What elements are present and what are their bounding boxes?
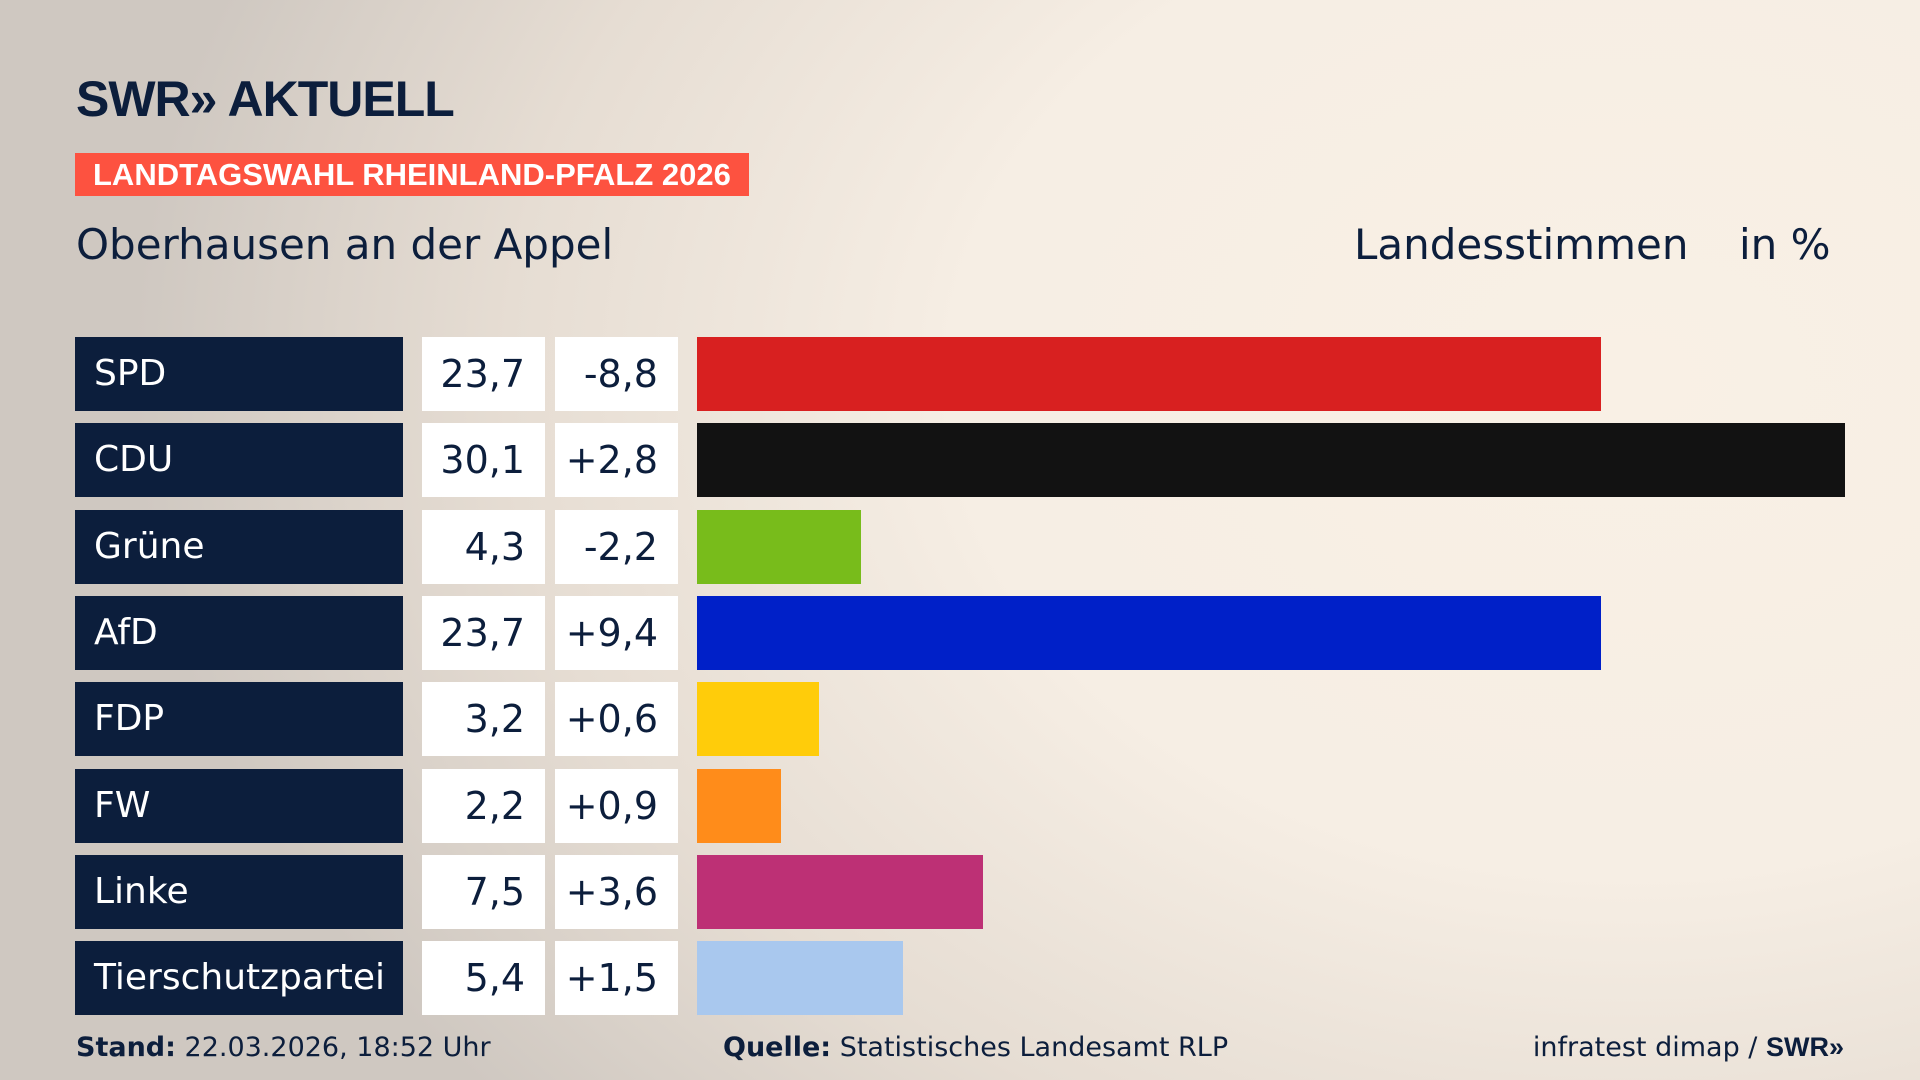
credit-text: infratest dimap / [1532, 1032, 1766, 1063]
chart-row: CDU 30,1 +2,8 [0, 423, 1920, 498]
chart-row: SPD 23,7 -8,8 [0, 337, 1920, 411]
diff-label: -2,2 [555, 509, 678, 584]
bar-tierschutzpartei [697, 941, 903, 1016]
bar-afd [697, 595, 1601, 670]
bar-spd [697, 337, 1601, 411]
party-label: Linke [75, 854, 403, 929]
chart-row: FDP 3,2 +0,6 [0, 682, 1920, 757]
unit-label: in % [1739, 220, 1831, 269]
place-title: Oberhausen an der Appel [76, 220, 614, 269]
value-label: 2,2 [422, 768, 545, 843]
timestamp: Stand: 22.03.2026, 18:52 Uhr [76, 1032, 491, 1063]
source-label: Quelle: [723, 1032, 832, 1063]
diff-label: +3,6 [555, 854, 678, 929]
chart-row: Grüne 4,3 -2,2 [0, 509, 1920, 584]
diff-label: +1,5 [555, 941, 678, 1016]
party-label: Tierschutzpartei [75, 941, 403, 1016]
source: Quelle: Statistisches Landesamt RLP [723, 1032, 1228, 1063]
measure-label: Landesstimmen [1354, 220, 1689, 269]
diff-label: -8,8 [555, 337, 678, 411]
party-label: SPD [75, 337, 403, 411]
value-label: 23,7 [422, 337, 545, 411]
bar-cdu [697, 423, 1845, 498]
bar-fw [697, 768, 781, 843]
chart-row: Linke 7,5 +3,6 [0, 854, 1920, 929]
party-label: AfD [75, 595, 403, 670]
stand-value: 22.03.2026, 18:52 Uhr [184, 1032, 491, 1063]
source-value: Statistisches Landesamt RLP [839, 1032, 1229, 1063]
diff-label: +0,9 [555, 768, 678, 843]
bar-grüne [697, 509, 861, 584]
swr-logo: SWR» [1765, 1032, 1844, 1062]
bar-fdp [697, 682, 820, 757]
party-label: Grüne [75, 509, 403, 584]
diff-label: +0,6 [555, 682, 678, 757]
chart-row: FW 2,2 +0,9 [0, 768, 1920, 843]
value-label: 30,1 [422, 423, 545, 498]
diff-label: +2,8 [555, 423, 678, 498]
stand-label: Stand: [76, 1032, 176, 1063]
value-label: 4,3 [422, 509, 545, 584]
party-label: FDP [75, 682, 403, 757]
diff-label: +9,4 [555, 595, 678, 670]
value-label: 3,2 [422, 682, 545, 757]
swr-aktuell-logo: SWR» AKTUELL [76, 71, 455, 127]
value-label: 5,4 [422, 941, 545, 1016]
credit: infratest dimap / SWR» [1533, 1032, 1844, 1063]
value-label: 7,5 [422, 854, 545, 929]
bar-linke [697, 854, 984, 929]
chart-row: Tierschutzpartei 5,4 +1,5 [0, 941, 1920, 1016]
party-label: CDU [75, 423, 403, 498]
value-label: 23,7 [422, 595, 545, 670]
chart-row: AfD 23,7 +9,4 [0, 595, 1920, 670]
election-badge: LANDTAGSWAHL RHEINLAND-PFALZ 2026 [75, 153, 749, 196]
party-label: FW [75, 768, 403, 843]
